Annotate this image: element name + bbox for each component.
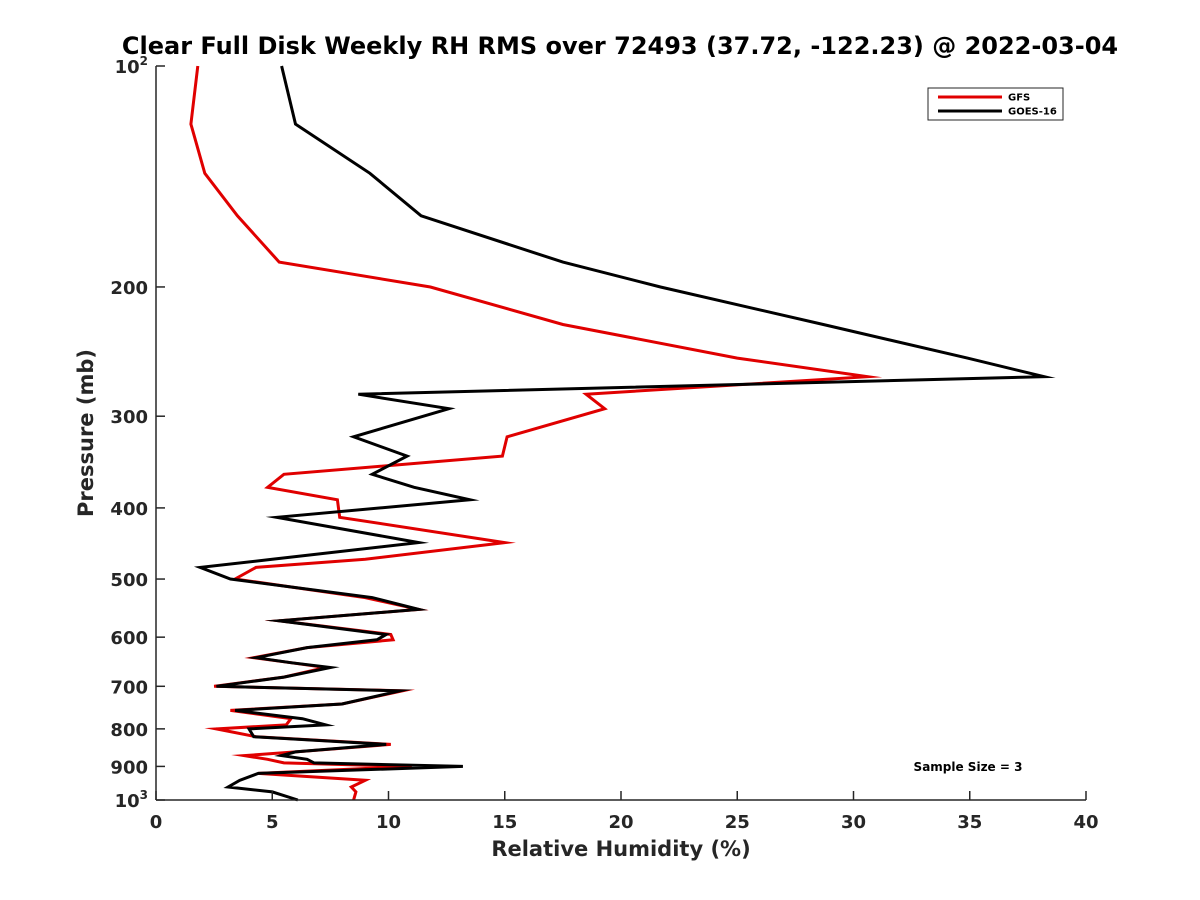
y-tick-label-base: 700 — [110, 677, 148, 698]
legend-entry-label: GFS — [1008, 93, 1030, 104]
y-tick-label-base: 10 — [115, 57, 140, 78]
x-tick-label: 40 — [1073, 812, 1098, 833]
y-tick-label-base: 10 — [115, 791, 140, 812]
x-tick-label: 0 — [150, 812, 163, 833]
y-tick-label: 500 — [110, 570, 148, 591]
y-tick-label-base: 400 — [110, 499, 148, 520]
x-axis-ticks: 0 5 10 15 20 25 30 35 40 — [150, 791, 1099, 833]
plot-area: 0 5 10 15 20 25 30 35 40 10220030040050060070080… — [110, 54, 1098, 833]
x-tick-label: 30 — [841, 812, 866, 833]
y-tick-label-base: 500 — [110, 570, 148, 591]
legend-entry-label: GOES-16 — [1008, 107, 1057, 118]
y-tick-label: 103 — [115, 788, 148, 812]
legend: GFS GOES-16 — [927, 87, 1064, 121]
series-layer — [189, 65, 1056, 802]
y-tick-label-base: 200 — [110, 278, 148, 299]
y-tick-label: 700 — [110, 677, 148, 698]
plot-background — [156, 66, 1086, 800]
y-tick-label-base: 600 — [110, 628, 148, 649]
sample-size-annotation: Sample Size = 3 — [914, 760, 1023, 774]
x-tick-label: 35 — [957, 812, 982, 833]
legend-items: GFS GOES-16 — [938, 93, 1057, 118]
series-line-gfs — [189, 65, 883, 801]
x-tick-label: 5 — [266, 812, 279, 833]
y-tick-label: 200 — [110, 278, 148, 299]
x-tick-label: 10 — [376, 812, 401, 833]
x-tick-label: 20 — [608, 812, 633, 833]
series-line-goes-16 — [193, 65, 1056, 802]
y-tick-label-base: 900 — [110, 757, 148, 778]
y-tick-label-exponent: 2 — [140, 54, 148, 68]
y-tick-label: 400 — [110, 499, 148, 520]
x-axis-label: Relative Humidity (%) — [491, 837, 750, 861]
x-tick-label: 15 — [492, 812, 517, 833]
y-tick-label: 800 — [110, 720, 148, 741]
y-axis-label: Pressure (mb) — [74, 349, 98, 517]
chart-title: Clear Full Disk Weekly RH RMS over 72493… — [122, 32, 1118, 60]
y-tick-label-exponent: 3 — [140, 788, 148, 802]
y-tick-label: 600 — [110, 628, 148, 649]
y-tick-label: 900 — [110, 757, 148, 778]
y-tick-label-base: 800 — [110, 720, 148, 741]
y-tick-label: 102 — [115, 54, 148, 78]
legend-box — [927, 87, 1064, 121]
y-tick-label-base: 300 — [110, 407, 148, 428]
y-tick-label: 300 — [110, 407, 148, 428]
x-tick-label: 25 — [725, 812, 750, 833]
